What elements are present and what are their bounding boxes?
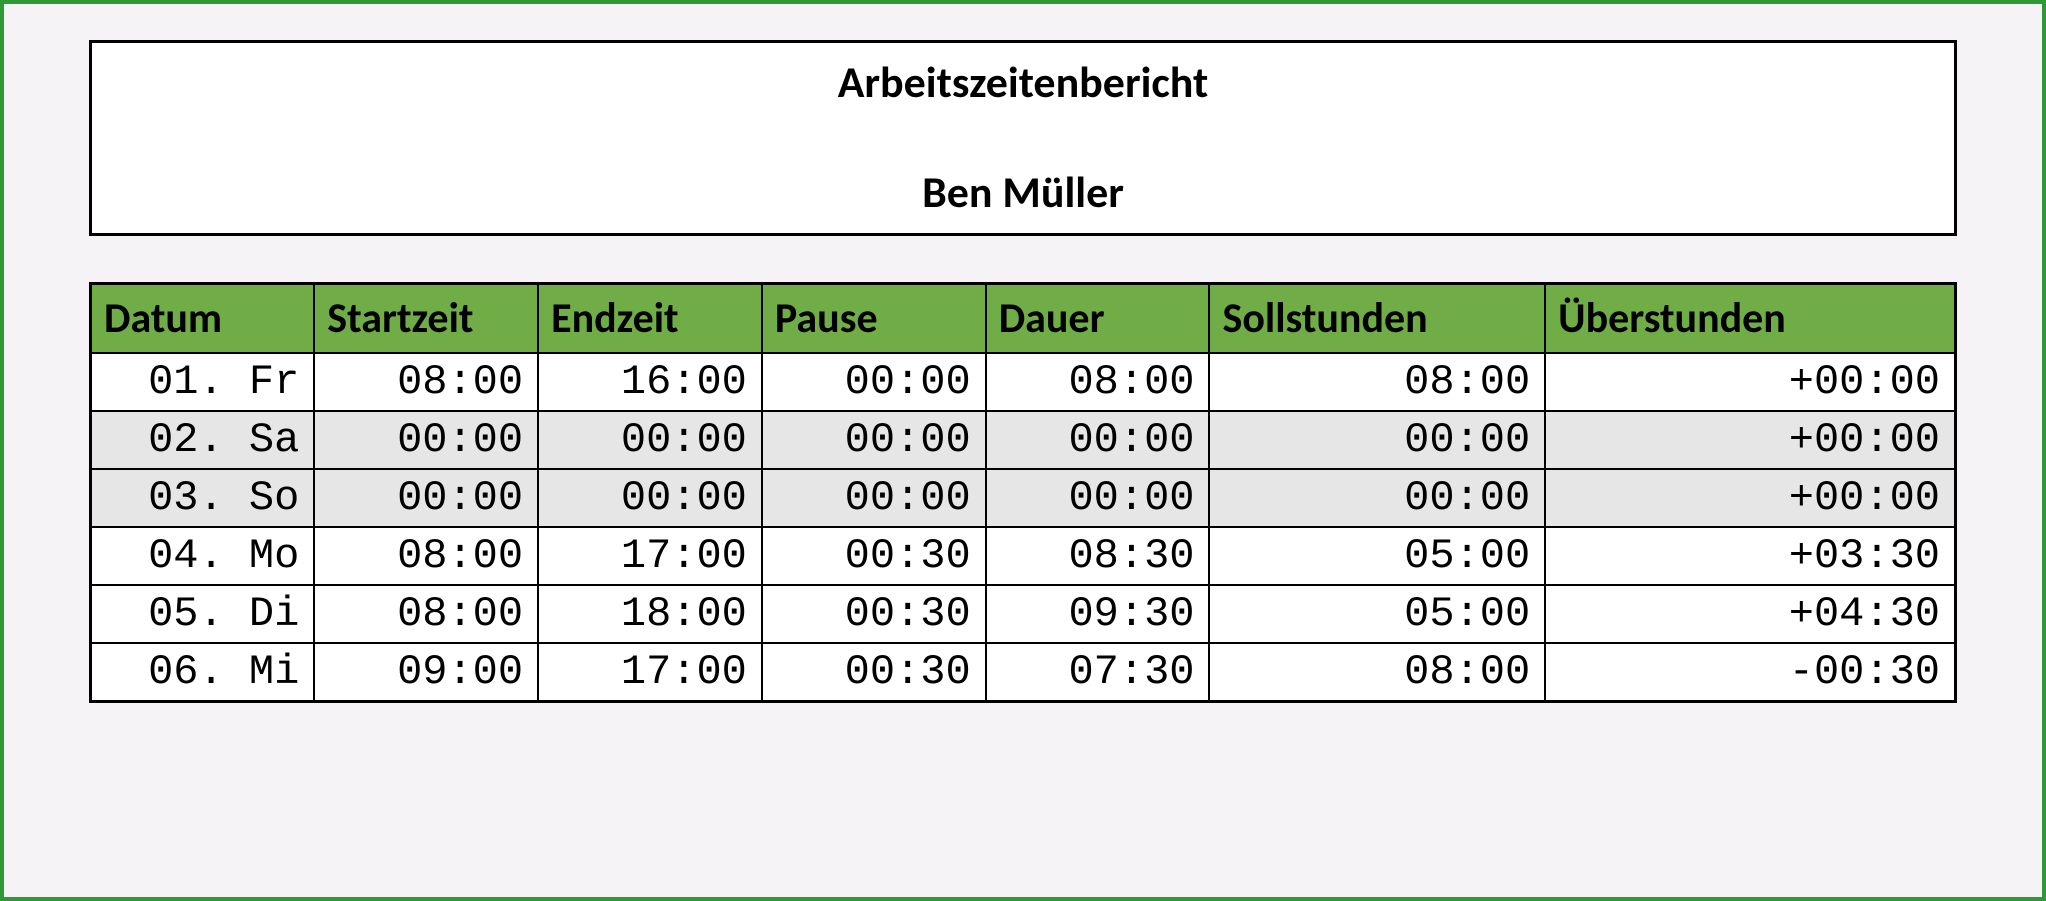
cell-startzeit: 08:00 [314, 527, 538, 585]
column-header-pause: Pause [762, 284, 986, 354]
cell-endzeit: 17:00 [538, 643, 762, 702]
cell-datum: 05. Di [91, 585, 315, 643]
cell-startzeit: 09:00 [314, 643, 538, 702]
report-title: Arbeitszeitenbericht [92, 55, 1954, 109]
report-header-box: Arbeitszeitenbericht Ben Müller [89, 40, 1957, 236]
column-header-ueberstunden: Überstunden [1545, 284, 1955, 354]
table-row: 01. Fr08:0016:0000:0008:0008:00+00:00 [91, 353, 1956, 411]
cell-pause: 00:30 [762, 585, 986, 643]
cell-sollstunden: 05:00 [1209, 527, 1545, 585]
cell-sollstunden: 08:00 [1209, 353, 1545, 411]
cell-ueberstunden: +00:00 [1545, 353, 1955, 411]
cell-datum: 06. Mi [91, 643, 315, 702]
table-row: 03. So00:0000:0000:0000:0000:00+00:00 [91, 469, 1956, 527]
report-person-name: Ben Müller [92, 165, 1954, 219]
cell-pause: 00:00 [762, 353, 986, 411]
cell-endzeit: 18:00 [538, 585, 762, 643]
cell-datum: 02. Sa [91, 411, 315, 469]
table-row: 05. Di08:0018:0000:3009:3005:00+04:30 [91, 585, 1956, 643]
cell-ueberstunden: +00:00 [1545, 469, 1955, 527]
cell-pause: 00:00 [762, 411, 986, 469]
cell-endzeit: 00:00 [538, 411, 762, 469]
table-row: 06. Mi09:0017:0000:3007:3008:00-00:30 [91, 643, 1956, 702]
cell-sollstunden: 05:00 [1209, 585, 1545, 643]
cell-startzeit: 08:00 [314, 585, 538, 643]
cell-ueberstunden: +00:00 [1545, 411, 1955, 469]
cell-ueberstunden: -00:30 [1545, 643, 1955, 702]
column-header-endzeit: Endzeit [538, 284, 762, 354]
cell-dauer: 08:00 [986, 353, 1210, 411]
cell-ueberstunden: +04:30 [1545, 585, 1955, 643]
cell-sollstunden: 08:00 [1209, 643, 1545, 702]
cell-endzeit: 17:00 [538, 527, 762, 585]
cell-datum: 03. So [91, 469, 315, 527]
cell-pause: 00:30 [762, 527, 986, 585]
cell-sollstunden: 00:00 [1209, 411, 1545, 469]
cell-startzeit: 00:00 [314, 411, 538, 469]
table-row: 04. Mo08:0017:0000:3008:3005:00+03:30 [91, 527, 1956, 585]
cell-ueberstunden: +03:30 [1545, 527, 1955, 585]
cell-dauer: 09:30 [986, 585, 1210, 643]
cell-endzeit: 16:00 [538, 353, 762, 411]
table-header-row: Datum Startzeit Endzeit Pause Dauer Soll… [91, 284, 1956, 354]
cell-dauer: 00:00 [986, 411, 1210, 469]
table-body: 01. Fr08:0016:0000:0008:0008:00+00:0002.… [91, 353, 1956, 702]
cell-pause: 00:30 [762, 643, 986, 702]
cell-startzeit: 08:00 [314, 353, 538, 411]
column-header-dauer: Dauer [986, 284, 1210, 354]
cell-pause: 00:00 [762, 469, 986, 527]
cell-dauer: 00:00 [986, 469, 1210, 527]
table-row: 02. Sa00:0000:0000:0000:0000:00+00:00 [91, 411, 1956, 469]
column-header-sollstunden: Sollstunden [1209, 284, 1545, 354]
cell-datum: 01. Fr [91, 353, 315, 411]
cell-startzeit: 00:00 [314, 469, 538, 527]
timesheet-table: Datum Startzeit Endzeit Pause Dauer Soll… [89, 282, 1957, 703]
cell-datum: 04. Mo [91, 527, 315, 585]
cell-dauer: 08:30 [986, 527, 1210, 585]
cell-dauer: 07:30 [986, 643, 1210, 702]
cell-endzeit: 00:00 [538, 469, 762, 527]
cell-sollstunden: 00:00 [1209, 469, 1545, 527]
column-header-datum: Datum [91, 284, 315, 354]
column-header-startzeit: Startzeit [314, 284, 538, 354]
